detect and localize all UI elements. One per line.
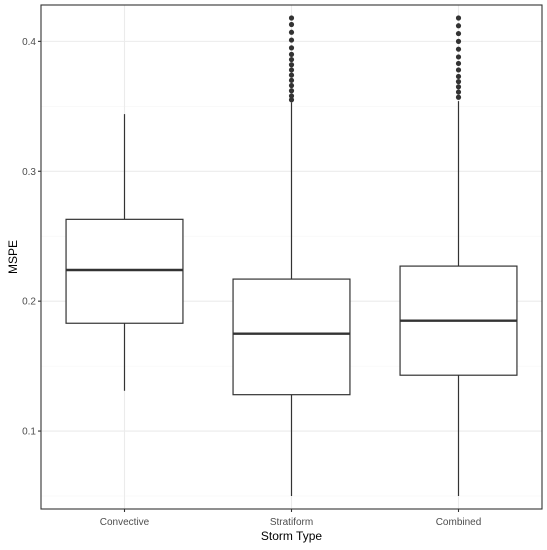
outlier-point	[455, 23, 462, 29]
x-tick-label: Stratiform	[270, 517, 313, 528]
outlier-point	[455, 54, 462, 60]
y-tick-label: 0.2	[22, 297, 36, 308]
box-convective	[65, 114, 184, 391]
outlier-point	[288, 56, 295, 63]
x-tick-label: Convective	[100, 517, 150, 528]
outlier-point	[288, 77, 295, 83]
outlier-point	[288, 72, 295, 78]
outlier-point	[288, 45, 295, 51]
y-tick-label: 0.3	[22, 167, 36, 178]
iqr-box	[232, 278, 351, 396]
outlier-point	[288, 97, 295, 103]
box-combined	[399, 15, 518, 497]
outlier-point	[455, 79, 462, 85]
outlier-point	[455, 73, 462, 80]
y-tick-label: 0.4	[22, 37, 36, 48]
outlier-point	[288, 15, 295, 21]
outlier-point	[288, 82, 295, 89]
outlier-point	[288, 21, 295, 28]
outlier-point	[455, 89, 462, 95]
outlier-point	[455, 67, 462, 73]
y-tick-label: 0.1	[22, 427, 36, 438]
box-stratiform	[232, 15, 351, 497]
outlier-point	[288, 93, 295, 99]
outlier-point	[455, 94, 462, 100]
outlier-point	[455, 60, 462, 67]
outlier-point	[455, 46, 462, 52]
iqr-box	[65, 218, 184, 324]
outlier-point	[455, 38, 462, 44]
outlier-point	[288, 67, 295, 73]
outlier-point	[455, 30, 462, 37]
x-tick-label: Combined	[436, 517, 482, 528]
outlier-point	[455, 84, 462, 90]
outlier-point	[288, 62, 295, 68]
outlier-point	[455, 15, 462, 21]
outlier-point	[288, 29, 295, 35]
axes-layer: 0.1 0.2 0.3 0.4 Convective Stratiform Combined	[22, 37, 481, 528]
outlier-point	[288, 88, 295, 94]
x-axis-title: Storm Type	[261, 529, 322, 543]
y-axis-title: MSPE	[6, 240, 20, 274]
boxes-layer	[65, 15, 518, 497]
outlier-point	[288, 37, 295, 43]
outlier-point	[288, 51, 295, 57]
